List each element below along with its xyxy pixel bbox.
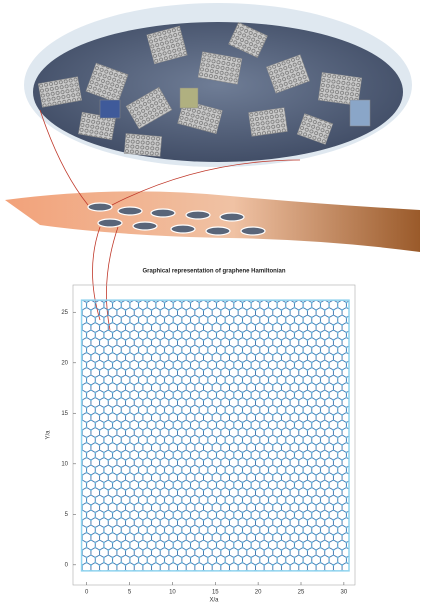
y-axis-label: Y/a <box>46 430 52 440</box>
x-axis-label: X/a <box>209 598 219 604</box>
axes: 0 5 10 15 20 25 30 0 5 10 15 20 25 <box>61 299 350 596</box>
x-tick-label: 15 <box>212 590 219 596</box>
flakes <box>37 22 371 157</box>
y-tick-label: 20 <box>61 360 68 366</box>
holes <box>87 202 266 236</box>
x-tick-label: 30 <box>341 590 348 596</box>
y-tick-label: 25 <box>61 310 68 316</box>
plot-title: Graphical representation of graphene Ham… <box>142 269 285 275</box>
x-tick-label: 10 <box>169 590 176 596</box>
x-tick-label: 0 <box>85 590 89 596</box>
x-tick-label: 20 <box>255 590 262 596</box>
x-tick-label: 25 <box>298 590 305 596</box>
lattice <box>80 299 350 572</box>
y-tick-label: 5 <box>65 512 69 518</box>
x-tick-label: 5 <box>128 590 132 596</box>
substrate <box>5 191 420 252</box>
y-tick-label: 10 <box>61 461 68 467</box>
y-tick-label: 15 <box>61 411 68 417</box>
plot-frame <box>72 284 356 586</box>
y-tick-label: 0 <box>65 562 69 568</box>
